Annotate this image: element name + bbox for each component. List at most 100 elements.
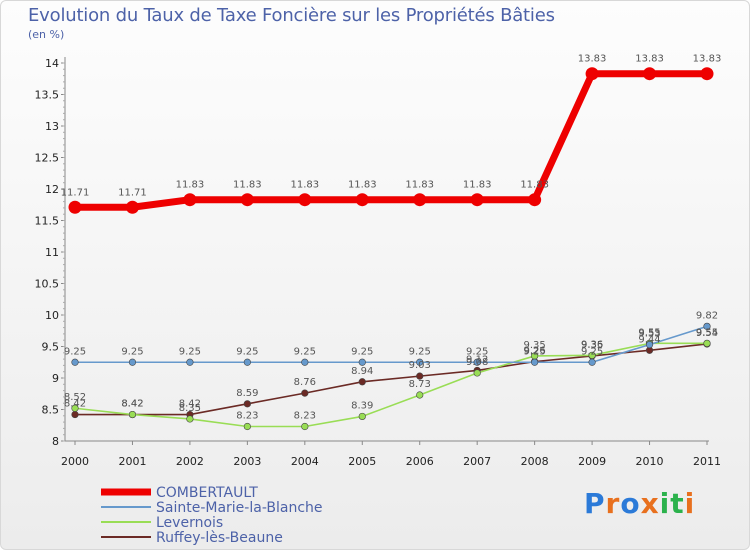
data-point-ruffey-l-s-beaune bbox=[416, 372, 424, 380]
data-label-levernois: 8.42 bbox=[121, 399, 143, 410]
data-point-combertault bbox=[585, 67, 599, 81]
data-label-sainte-marie-la-blanche: 9.25 bbox=[236, 346, 258, 357]
data-point-sainte-marie-la-blanche bbox=[243, 358, 251, 366]
x-tick-label: 2003 bbox=[233, 455, 261, 468]
data-label-ruffey-l-s-beaune: 8.42 bbox=[179, 399, 201, 410]
y-tick-label: 9 bbox=[52, 372, 59, 385]
data-label-ruffey-l-s-beaune: 9.35 bbox=[581, 340, 603, 351]
data-point-levernois bbox=[416, 391, 424, 399]
data-label-combertault: 11.83 bbox=[520, 180, 549, 191]
logo-letter: o bbox=[620, 487, 641, 520]
data-point-sainte-marie-la-blanche bbox=[473, 358, 481, 366]
data-label-ruffey-l-s-beaune: 8.94 bbox=[351, 366, 373, 377]
data-point-sainte-marie-la-blanche bbox=[531, 358, 539, 366]
series-line-combertault bbox=[71, 70, 711, 211]
data-label-sainte-marie-la-blanche: 9.25 bbox=[179, 346, 201, 357]
data-point-ruffey-l-s-beaune bbox=[358, 378, 366, 386]
data-label-combertault: 11.71 bbox=[118, 187, 147, 198]
y-tick-label: 11 bbox=[45, 246, 59, 259]
data-point-combertault bbox=[240, 193, 254, 207]
y-tick-label: 14 bbox=[45, 57, 59, 70]
data-labels: 11.71 11.71 11.83 11.83 11.83 11.83 11.83 11.83… bbox=[61, 54, 722, 422]
data-point-combertault bbox=[68, 200, 82, 214]
data-label-ruffey-l-s-beaune: 9.26 bbox=[524, 346, 546, 357]
data-label-levernois: 8.52 bbox=[64, 392, 86, 403]
data-point-levernois bbox=[301, 422, 309, 431]
data-point-ruffey-l-s-beaune bbox=[71, 410, 79, 419]
x-tick-label: 2001 bbox=[118, 455, 146, 468]
logo-letter: i bbox=[659, 487, 671, 520]
data-label-levernois: 9.35 bbox=[524, 340, 546, 351]
data-point-levernois bbox=[186, 415, 194, 423]
data-point-levernois bbox=[703, 339, 711, 347]
data-point-sainte-marie-la-blanche bbox=[186, 358, 194, 366]
data-point-combertault bbox=[355, 193, 369, 207]
data-point-levernois bbox=[588, 351, 596, 359]
x-tick-label: 2011 bbox=[693, 455, 721, 468]
data-label-combertault: 11.83 bbox=[463, 180, 492, 191]
data-label-combertault: 11.83 bbox=[405, 180, 434, 191]
y-tick-label: 13.5 bbox=[35, 89, 60, 102]
data-point-combertault bbox=[643, 67, 657, 81]
data-label-sainte-marie-la-blanche: 9.82 bbox=[696, 310, 718, 321]
data-label-levernois: 8.23 bbox=[294, 411, 316, 422]
data-label-levernois: 8.35 bbox=[179, 403, 201, 414]
x-tick-label: 2008 bbox=[521, 455, 549, 468]
data-label-sainte-marie-la-blanche: 9.25 bbox=[351, 346, 373, 357]
proxiti-logo: Proxiti bbox=[584, 487, 695, 520]
data-point-sainte-marie-la-blanche bbox=[301, 358, 309, 366]
data-label-levernois: 8.73 bbox=[409, 379, 431, 390]
data-label-combertault: 13.83 bbox=[635, 54, 664, 65]
logo-letter: P bbox=[584, 487, 606, 520]
data-label-combertault: 11.83 bbox=[176, 180, 205, 191]
data-point-sainte-marie-la-blanche bbox=[128, 358, 137, 366]
data-label-combertault: 11.83 bbox=[290, 180, 319, 191]
data-point-ruffey-l-s-beaune bbox=[243, 400, 251, 408]
data-label-sainte-marie-la-blanche: 9.25 bbox=[409, 346, 431, 357]
y-tick-label: 12 bbox=[45, 183, 59, 196]
logo-letter: t bbox=[670, 487, 685, 520]
y-tick-label: 12.5 bbox=[35, 152, 60, 165]
data-point-levernois bbox=[128, 410, 137, 419]
data-point-levernois bbox=[473, 369, 481, 377]
data-point-sainte-marie-la-blanche bbox=[645, 341, 654, 349]
x-tick-label: 2002 bbox=[176, 455, 204, 468]
data-label-sainte-marie-la-blanche: 9.25 bbox=[121, 346, 143, 357]
y-tick-label: 8.5 bbox=[42, 404, 60, 417]
data-point-combertault bbox=[183, 193, 197, 207]
y-tick-label: 13 bbox=[45, 120, 59, 133]
x-tick-label: 2006 bbox=[406, 455, 434, 468]
x-tick-label: 2007 bbox=[463, 455, 491, 468]
data-point-combertault bbox=[700, 67, 714, 81]
data-label-levernois: 9.55 bbox=[696, 327, 718, 338]
data-label-ruffey-l-s-beaune: 9.03 bbox=[409, 360, 431, 371]
data-point-levernois bbox=[243, 422, 251, 431]
data-point-combertault bbox=[470, 193, 484, 207]
data-label-ruffey-l-s-beaune: 9.12 bbox=[466, 354, 488, 365]
legend-label: Ruffey-lès-Beaune bbox=[156, 530, 283, 546]
data-label-sainte-marie-la-blanche: 9.25 bbox=[466, 346, 488, 357]
data-label-levernois: 8.39 bbox=[351, 400, 373, 411]
chart-title: Evolution du Taux de Taxe Foncière sur l… bbox=[28, 5, 555, 26]
data-label-levernois: 8.23 bbox=[236, 411, 258, 422]
data-label-levernois: 9.36 bbox=[581, 339, 603, 350]
data-label-levernois: 9.55 bbox=[638, 327, 660, 338]
y-tick-label: 9.5 bbox=[42, 341, 60, 354]
logo-letter: i bbox=[684, 487, 696, 520]
data-point-sainte-marie-la-blanche bbox=[588, 358, 596, 366]
data-label-ruffey-l-s-beaune: 8.76 bbox=[294, 377, 316, 388]
x-tick-label: 2004 bbox=[291, 455, 319, 468]
data-label-sainte-marie-la-blanche: 9.25 bbox=[294, 346, 316, 357]
data-point-ruffey-l-s-beaune bbox=[301, 389, 309, 397]
series-line-sainte-marie-la-blanche bbox=[74, 325, 708, 364]
data-point-sainte-marie-la-blanche bbox=[358, 358, 366, 366]
series-line-levernois bbox=[74, 342, 708, 428]
y-tick-label: 10.5 bbox=[35, 278, 60, 291]
legend: COMBERTAULTSainte-Marie-la-BlancheLevern… bbox=[101, 485, 323, 546]
legend-label: Sainte-Marie-la-Blanche bbox=[156, 500, 323, 516]
data-point-levernois bbox=[71, 404, 79, 412]
x-tick-label: 2009 bbox=[578, 455, 606, 468]
